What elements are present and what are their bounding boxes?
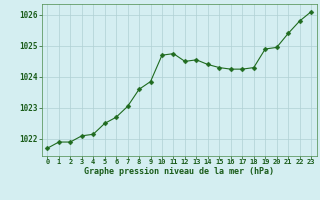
- X-axis label: Graphe pression niveau de la mer (hPa): Graphe pression niveau de la mer (hPa): [84, 167, 274, 176]
